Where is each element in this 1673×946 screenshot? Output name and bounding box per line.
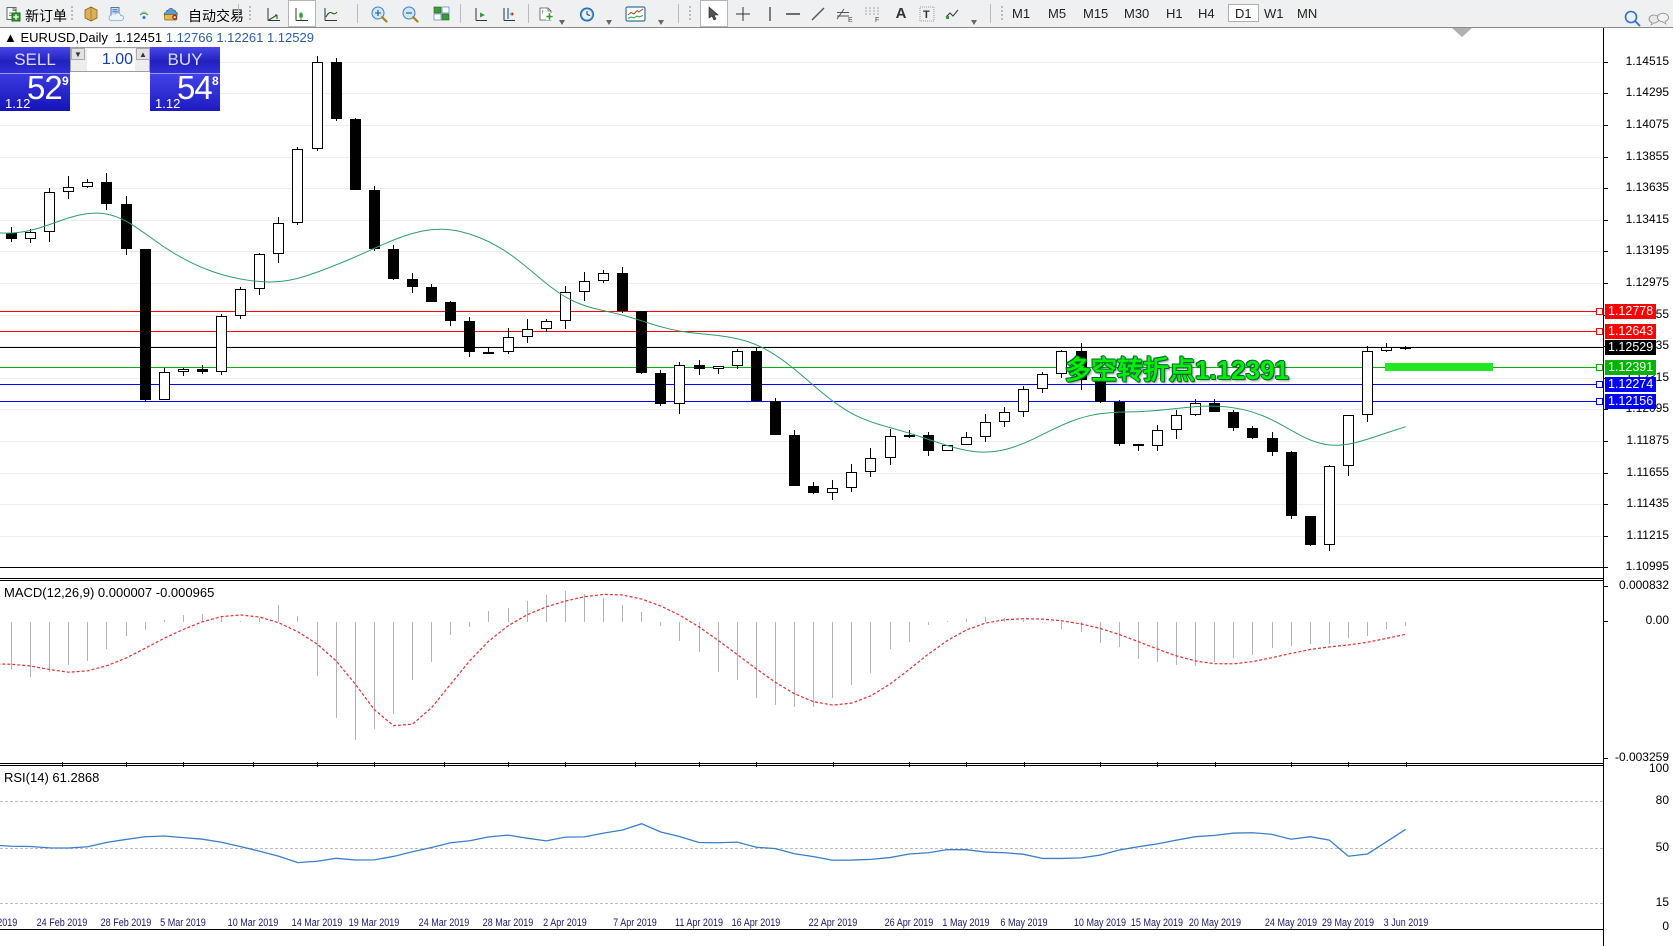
svg-text:F: F bbox=[875, 17, 879, 22]
svg-text:T: T bbox=[923, 9, 930, 21]
svg-text:E: E bbox=[848, 17, 853, 22]
